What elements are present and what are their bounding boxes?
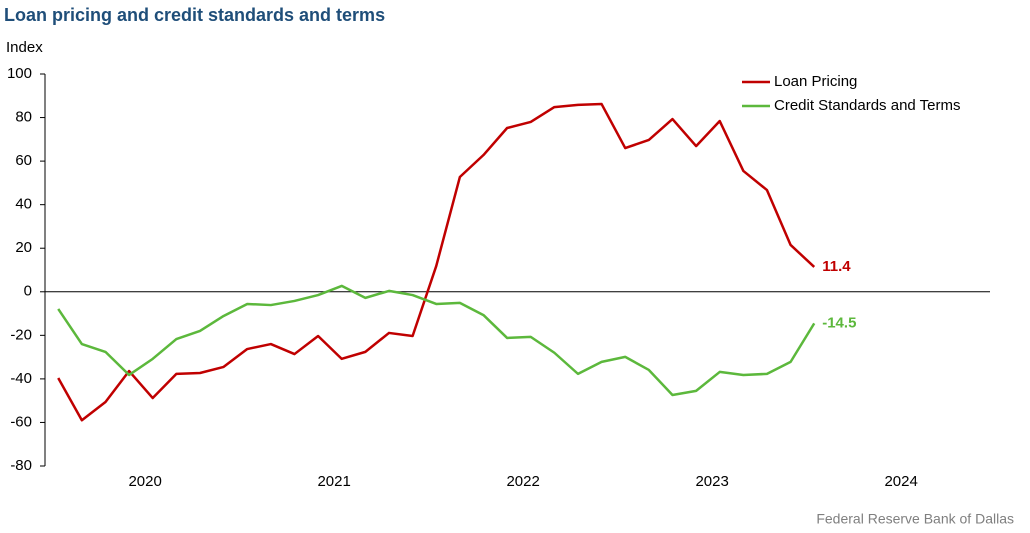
series-line bbox=[57, 102, 816, 422]
x-tick-label: 2020 bbox=[128, 473, 161, 490]
y-tick-label: -40 bbox=[10, 370, 32, 387]
x-tick-label: 2023 bbox=[695, 473, 728, 490]
y-tick-label: -20 bbox=[10, 326, 32, 343]
source: Federal Reserve Bank of Dallas bbox=[816, 511, 1014, 527]
y-tick-label: -80 bbox=[10, 457, 32, 474]
y-tick-label: 20 bbox=[15, 239, 32, 256]
x-tick-label: 2021 bbox=[317, 473, 350, 490]
series-line bbox=[57, 284, 816, 397]
legend-label: Loan Pricing bbox=[774, 73, 857, 90]
x-tick-label: 2024 bbox=[884, 473, 917, 490]
y-tick-label: 100 bbox=[7, 65, 32, 82]
end-label: -14.5 bbox=[822, 314, 856, 331]
legend-label: Credit Standards and Terms bbox=[774, 97, 960, 114]
end-label: 11.4 bbox=[822, 258, 851, 275]
y-tick-label: 80 bbox=[15, 109, 32, 126]
y-tick-label: 0 bbox=[24, 283, 32, 300]
y-tick-label: -60 bbox=[10, 413, 32, 430]
y-axis-label: Index bbox=[6, 39, 43, 56]
y-tick-label: 40 bbox=[15, 196, 32, 213]
x-tick-label: 2022 bbox=[506, 473, 539, 490]
chart-title: Loan pricing and credit standards and te… bbox=[4, 5, 385, 25]
y-tick-label: 60 bbox=[15, 152, 32, 169]
